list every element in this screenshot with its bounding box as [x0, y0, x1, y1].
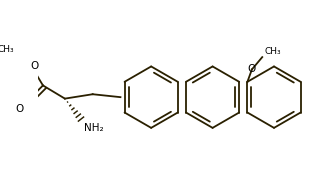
Text: O: O: [30, 62, 38, 71]
Text: CH₃: CH₃: [0, 45, 15, 54]
Text: O: O: [248, 65, 256, 74]
Text: CH₃: CH₃: [264, 47, 281, 56]
Text: O: O: [16, 105, 24, 114]
Text: NH₂: NH₂: [84, 123, 104, 133]
